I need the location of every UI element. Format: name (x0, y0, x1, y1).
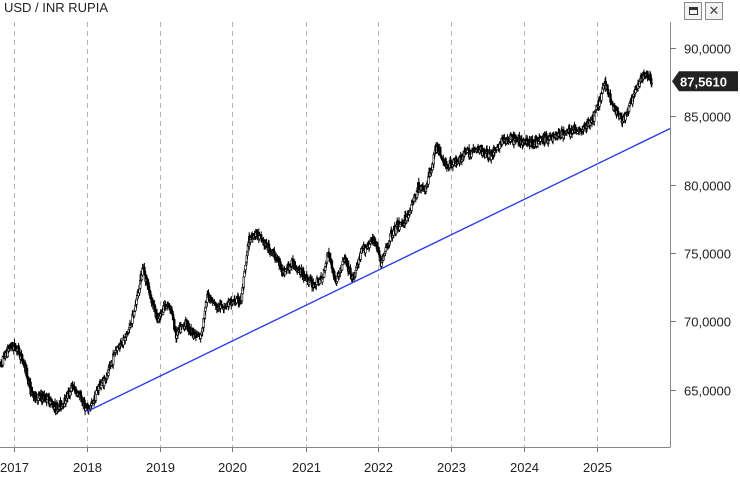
last-value-label: 87,5610 (680, 74, 727, 89)
x-tick-label: 2025 (583, 460, 612, 475)
x-tick-label: 2024 (510, 460, 539, 475)
candles (0, 69, 654, 416)
trendline (86, 127, 671, 413)
candle-body (650, 82, 654, 85)
candle-body (294, 265, 298, 269)
candle-body (133, 311, 136, 317)
candle-body (384, 247, 387, 252)
candle-body (439, 146, 442, 156)
last-value-badge-shape (672, 71, 738, 92)
candle-body (377, 250, 381, 256)
y-tick-label: 65,0000 (684, 384, 731, 399)
candle-body (242, 276, 245, 288)
candle-body (398, 226, 401, 231)
last-value-badge: 87,5610 (672, 71, 738, 92)
candle-body (151, 299, 154, 305)
x-tick-label: 2022 (364, 460, 393, 475)
y-tick-label: 90,0000 (684, 42, 731, 57)
x-tick-label: 2019 (146, 460, 175, 475)
candle-body (94, 393, 98, 401)
y-tick-label: 70,0000 (684, 315, 731, 330)
y-tick-label: 75,0000 (684, 247, 731, 262)
candle-body (100, 384, 103, 389)
window-maximize-icon (688, 7, 698, 15)
x-tick-label: 2023 (437, 460, 466, 475)
tick-labels: 2017 2018 2019 2020 2021 2022 2023 2024 2025 65,0… (0, 42, 731, 476)
candle-body (373, 238, 377, 243)
close-button[interactable]: ✕ (705, 2, 723, 20)
axes (0, 22, 676, 452)
x-tick-label: 2018 (73, 460, 102, 475)
close-icon: ✕ (708, 3, 720, 18)
chart-title: USD / INR RUPIA (4, 0, 109, 15)
maximize-button[interactable] (684, 2, 702, 20)
y-tick-label: 85,0000 (684, 110, 731, 125)
candle-body (148, 289, 151, 296)
x-tick-label: 2021 (292, 460, 321, 475)
x-tick-label: 2017 (0, 460, 29, 475)
x-tick-label: 2020 (218, 460, 247, 475)
y-tick-label: 80,0000 (684, 179, 731, 194)
candle-body (498, 143, 501, 149)
